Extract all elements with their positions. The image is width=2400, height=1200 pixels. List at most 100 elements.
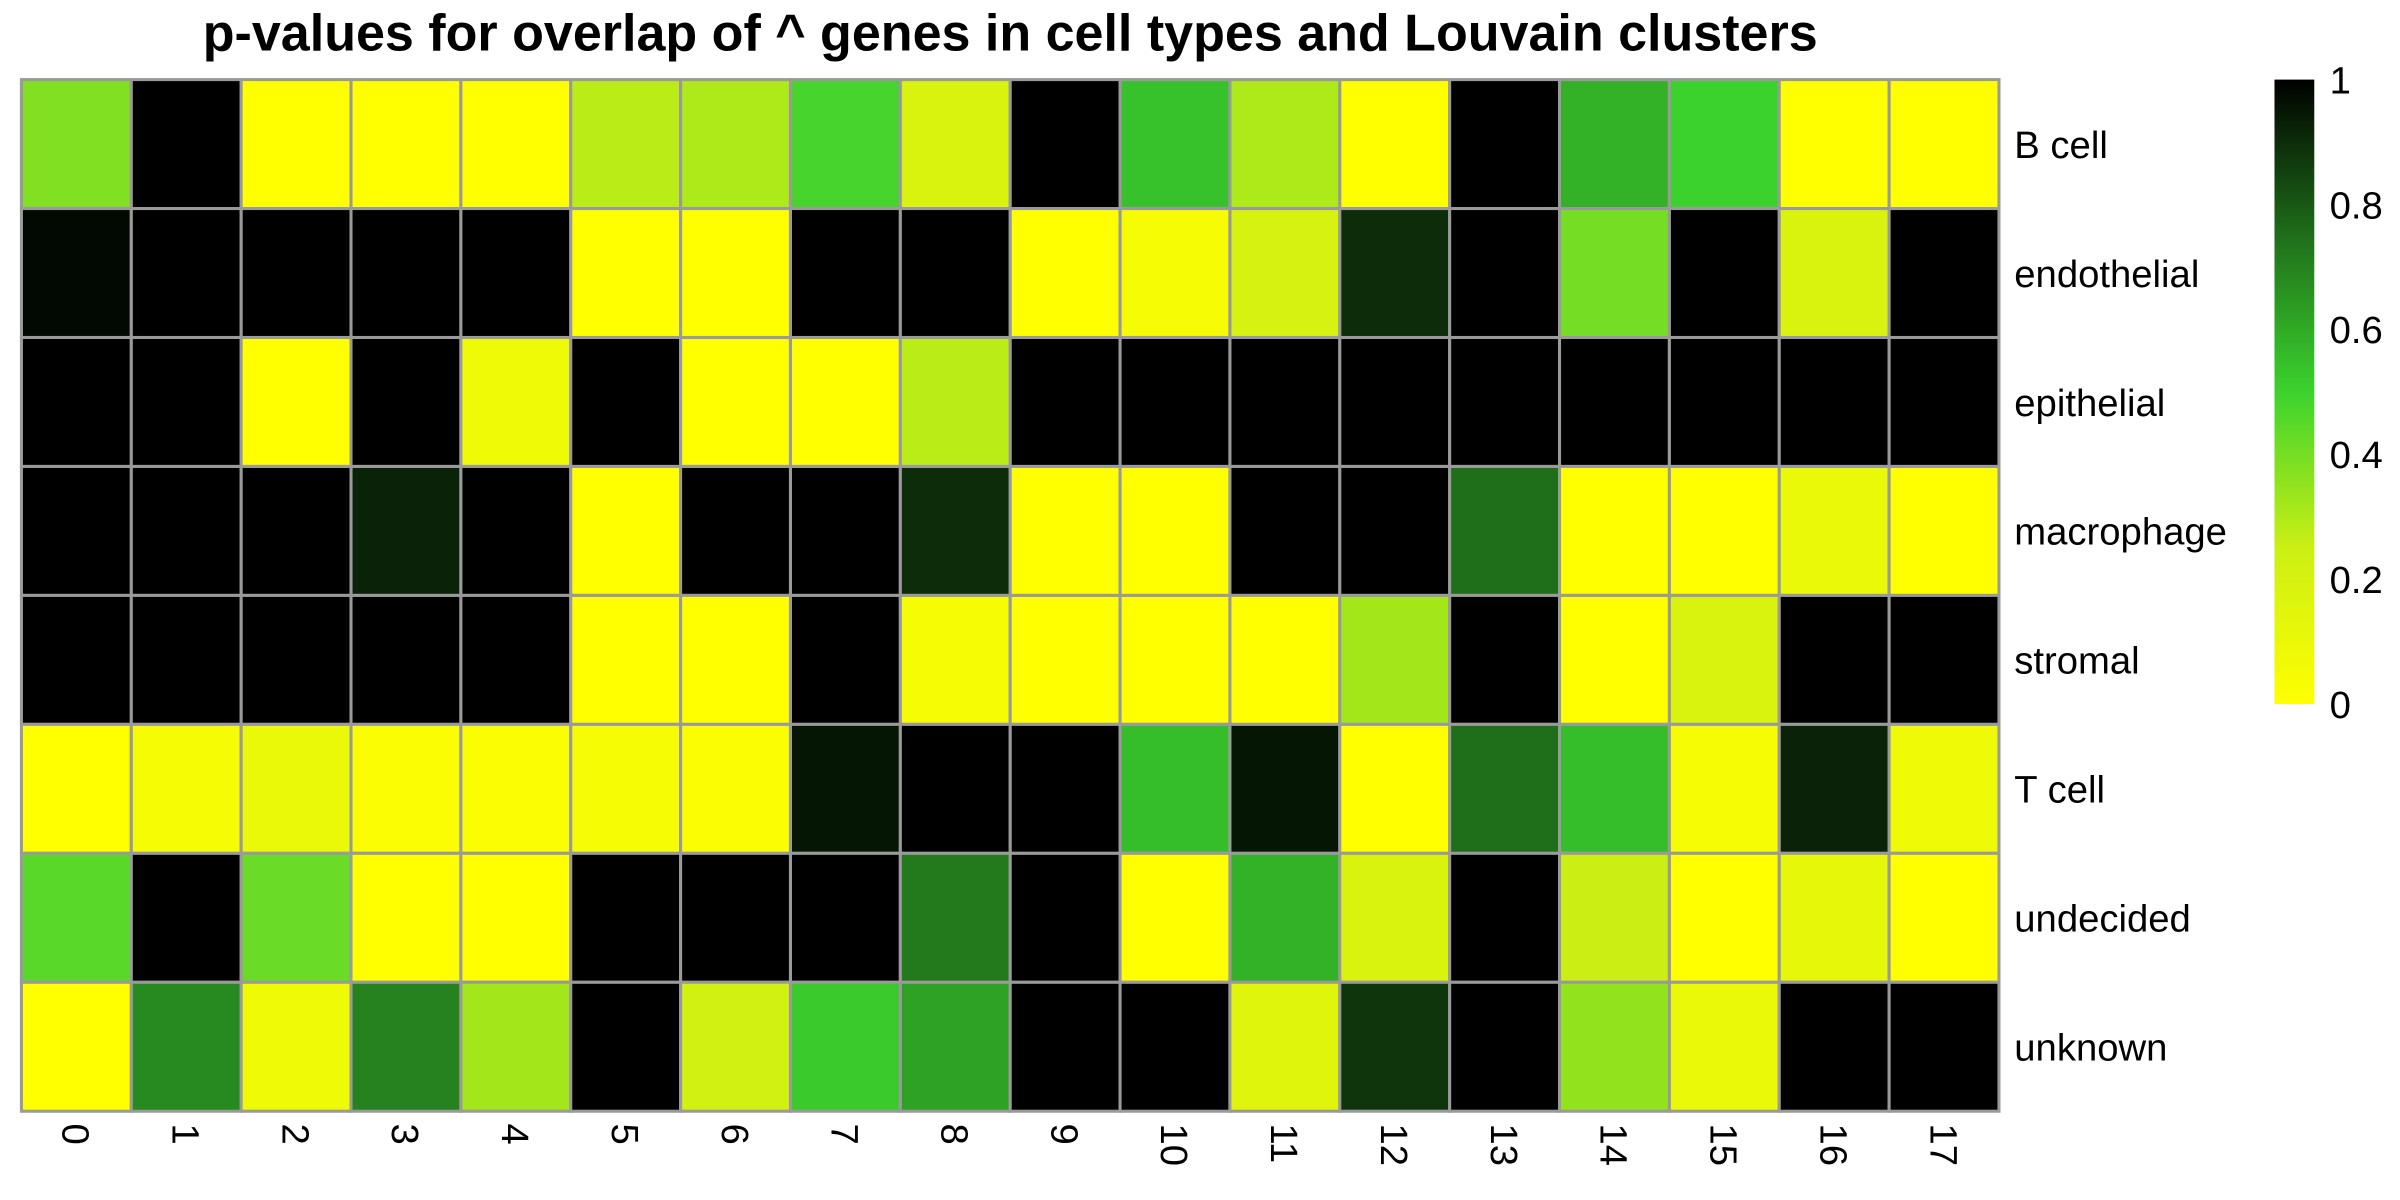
heatmap-cell bbox=[679, 335, 793, 468]
heatmap-cell bbox=[679, 464, 793, 597]
heatmap-cell bbox=[129, 593, 243, 726]
column-label: 17 bbox=[1921, 1123, 1964, 1166]
heatmap-cell bbox=[1448, 78, 1562, 211]
heatmap-cell bbox=[788, 207, 902, 340]
heatmap-cell bbox=[19, 335, 133, 468]
heatmap-cell bbox=[349, 851, 463, 984]
heatmap-cell bbox=[898, 78, 1012, 211]
heatmap-cell bbox=[459, 851, 573, 984]
heatmap-cell bbox=[129, 851, 243, 984]
heatmap-cell bbox=[239, 980, 353, 1113]
heatmap-cells bbox=[19, 78, 2001, 1113]
heatmap-cell bbox=[1887, 78, 2001, 211]
heatmap-cell bbox=[19, 851, 133, 984]
heatmap-cell bbox=[129, 335, 243, 468]
heatmap-cell bbox=[349, 78, 463, 211]
heatmap-cell bbox=[679, 207, 793, 340]
heatmap-cell bbox=[239, 593, 353, 726]
heatmap-cell bbox=[1557, 335, 1671, 468]
colorbar-tick-label: 0 bbox=[2330, 684, 2351, 727]
heatmap-cell bbox=[19, 722, 133, 855]
heatmap-cell bbox=[19, 464, 133, 597]
heatmap-cell bbox=[129, 980, 243, 1113]
heatmap-cell bbox=[1448, 980, 1562, 1113]
heatmap-cell bbox=[898, 722, 1012, 855]
row-label: macrophage bbox=[2014, 511, 2227, 554]
heatmap-cell bbox=[1338, 980, 1452, 1113]
row-label: T cell bbox=[2014, 769, 2105, 812]
heatmap-cell bbox=[1667, 464, 1781, 597]
heatmap-cell bbox=[569, 335, 683, 468]
heatmap-cell bbox=[1448, 207, 1562, 340]
colorbar-tick-label: 0.2 bbox=[2330, 559, 2383, 602]
heatmap-cell bbox=[1008, 335, 1122, 468]
heatmap-cell bbox=[1118, 851, 1232, 984]
heatmap-cell bbox=[239, 78, 353, 211]
heatmap-cell bbox=[1228, 335, 1342, 468]
heatmap-cell bbox=[569, 78, 683, 211]
heatmap-cell bbox=[1777, 722, 1891, 855]
heatmap-cell bbox=[239, 207, 353, 340]
heatmap-cell bbox=[1667, 207, 1781, 340]
heatmap-cell bbox=[1008, 593, 1122, 726]
heatmap-cell bbox=[459, 207, 573, 340]
heatmap-cell bbox=[679, 78, 793, 211]
heatmap-cell bbox=[1008, 207, 1122, 340]
chart-title: p-values for overlap of ^ genes in cell … bbox=[203, 5, 1818, 63]
colorbar-tick-label: 0.4 bbox=[2330, 434, 2383, 477]
heatmap-cell bbox=[788, 335, 902, 468]
heatmap-cell bbox=[239, 464, 353, 597]
column-label: 9 bbox=[1042, 1123, 1085, 1144]
heatmap-cell bbox=[1008, 851, 1122, 984]
column-label: 12 bbox=[1372, 1123, 1415, 1166]
heatmap-cell bbox=[1887, 207, 2001, 340]
colorbar bbox=[2274, 79, 2315, 705]
heatmap-cell bbox=[1008, 980, 1122, 1113]
heatmap-cell bbox=[1338, 851, 1452, 984]
heatmap-cell bbox=[788, 980, 902, 1113]
heatmap-cell bbox=[1118, 78, 1232, 211]
heatmap-cell bbox=[1557, 464, 1671, 597]
heatmap-cell bbox=[129, 464, 243, 597]
heatmap-cell bbox=[788, 78, 902, 211]
heatmap-cell bbox=[1448, 593, 1562, 726]
heatmap-cell bbox=[1448, 335, 1562, 468]
column-label: 10 bbox=[1152, 1123, 1195, 1166]
heatmap-cell bbox=[569, 851, 683, 984]
heatmap-cell bbox=[1228, 464, 1342, 597]
heatmap-cell bbox=[1338, 593, 1452, 726]
heatmap-cell bbox=[459, 980, 573, 1113]
heatmap-cell bbox=[1008, 78, 1122, 211]
heatmap-cell bbox=[129, 78, 243, 211]
column-label: 6 bbox=[713, 1123, 756, 1144]
heatmap-cell bbox=[679, 980, 793, 1113]
heatmap-cell bbox=[1557, 851, 1671, 984]
heatmap-cell bbox=[1557, 593, 1671, 726]
column-label: 15 bbox=[1702, 1123, 1745, 1166]
column-labels: 0 1 2 3 4 5 6 7 8 9 10 11 12 13 14 15 16 17 bbox=[54, 1123, 1965, 1166]
heatmap-cell bbox=[679, 722, 793, 855]
heatmap-cell bbox=[788, 464, 902, 597]
heatmap-cell bbox=[1887, 851, 2001, 984]
heatmap-cell bbox=[788, 722, 902, 855]
heatmap-cell bbox=[1228, 207, 1342, 340]
heatmap-cell bbox=[1228, 593, 1342, 726]
heatmap-cell bbox=[1338, 78, 1452, 211]
heatmap-cell bbox=[1887, 593, 2001, 726]
heatmap-cell bbox=[1887, 980, 2001, 1113]
column-label: 16 bbox=[1811, 1123, 1854, 1166]
heatmap-cell bbox=[1777, 207, 1891, 340]
colorbar-tick-label: 1 bbox=[2330, 59, 2351, 102]
heatmap-cell bbox=[19, 593, 133, 726]
heatmap-cell bbox=[1777, 980, 1891, 1113]
heatmap-cell bbox=[1667, 980, 1781, 1113]
heatmap-cell bbox=[569, 722, 683, 855]
heatmap-cell bbox=[239, 851, 353, 984]
heatmap-cell bbox=[1887, 722, 2001, 855]
column-label: 13 bbox=[1482, 1123, 1525, 1166]
heatmap-cell bbox=[1338, 207, 1452, 340]
heatmap-cell bbox=[1777, 78, 1891, 211]
row-label: unknown bbox=[2014, 1027, 2167, 1070]
heatmap-cell bbox=[1557, 980, 1671, 1113]
heatmap-cell bbox=[1118, 207, 1232, 340]
